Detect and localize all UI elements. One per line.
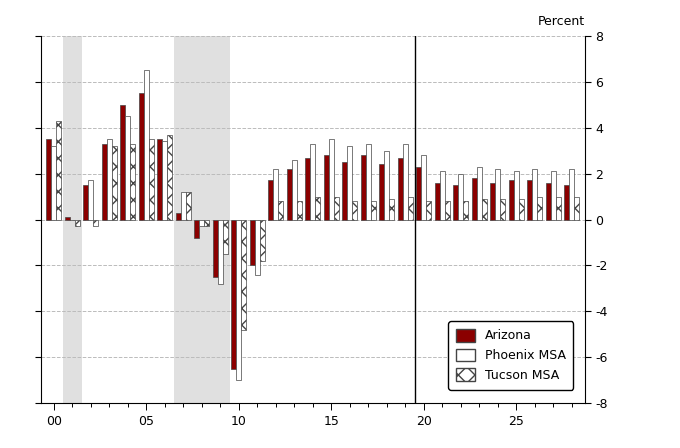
Bar [500, 199, 505, 220]
Bar [120, 105, 125, 220]
Bar [292, 160, 296, 220]
Bar [366, 144, 371, 220]
Legend: Arizona, Phoenix MSA, Tucson MSA: Arizona, Phoenix MSA, Tucson MSA [448, 321, 573, 390]
Bar [408, 197, 413, 220]
Bar [112, 146, 117, 220]
Bar [107, 139, 112, 220]
Bar [361, 155, 366, 220]
Bar [75, 220, 80, 226]
Bar [278, 201, 284, 220]
Bar [296, 201, 302, 220]
Bar [83, 185, 88, 220]
Bar [176, 213, 181, 220]
Bar [46, 139, 51, 220]
Bar [194, 220, 199, 238]
Bar [334, 197, 339, 220]
Bar [575, 197, 579, 220]
Bar [65, 217, 70, 220]
Bar [273, 169, 278, 220]
Bar [519, 199, 524, 220]
Bar [384, 151, 390, 220]
Bar [440, 171, 445, 220]
Bar [398, 158, 403, 220]
Bar [564, 185, 569, 220]
Bar [458, 173, 463, 220]
Bar [51, 146, 56, 220]
Bar [310, 144, 316, 220]
Bar [371, 201, 376, 220]
Bar [324, 155, 329, 220]
Bar [352, 201, 357, 220]
Bar [329, 139, 334, 220]
Bar [260, 220, 265, 261]
Bar [167, 134, 172, 220]
Bar [157, 139, 163, 220]
Bar [509, 181, 514, 220]
Bar [174, 36, 230, 403]
Bar [477, 167, 482, 220]
Bar [445, 201, 449, 220]
Bar [342, 162, 347, 220]
Bar [199, 220, 204, 226]
Bar [514, 171, 519, 220]
Bar [537, 197, 543, 220]
Bar [139, 93, 143, 220]
Bar [422, 155, 426, 220]
Bar [569, 169, 575, 220]
Bar [102, 144, 107, 220]
Bar [556, 197, 561, 220]
Bar [490, 183, 495, 220]
Bar [551, 171, 556, 220]
Bar [231, 220, 236, 369]
Bar [305, 158, 310, 220]
Bar [495, 169, 500, 220]
Bar [149, 139, 154, 220]
Bar [532, 169, 537, 220]
Bar [454, 185, 458, 220]
Bar [125, 116, 131, 220]
Text: Percent: Percent [538, 16, 585, 29]
Bar [131, 144, 135, 220]
Bar [186, 192, 191, 220]
Bar [181, 192, 186, 220]
Bar [204, 220, 209, 226]
Bar [88, 181, 93, 220]
Bar [528, 181, 532, 220]
Bar [347, 146, 352, 220]
Bar [435, 183, 440, 220]
Bar [56, 121, 61, 220]
Bar [287, 169, 292, 220]
Bar [143, 70, 149, 220]
Bar [241, 220, 246, 330]
Bar [472, 178, 477, 220]
Bar [316, 197, 320, 220]
Bar [390, 199, 394, 220]
Bar [250, 220, 255, 265]
Bar [546, 183, 551, 220]
Bar [63, 36, 82, 403]
Bar [482, 199, 487, 220]
Bar [213, 220, 218, 277]
Bar [163, 142, 167, 220]
Bar [426, 201, 431, 220]
Bar [463, 201, 469, 220]
Bar [255, 220, 260, 275]
Bar [93, 220, 98, 226]
Bar [269, 181, 273, 220]
Bar [223, 220, 228, 254]
Bar [236, 220, 241, 380]
Bar [403, 144, 408, 220]
Bar [416, 167, 422, 220]
Bar [218, 220, 223, 284]
Bar [379, 164, 384, 220]
